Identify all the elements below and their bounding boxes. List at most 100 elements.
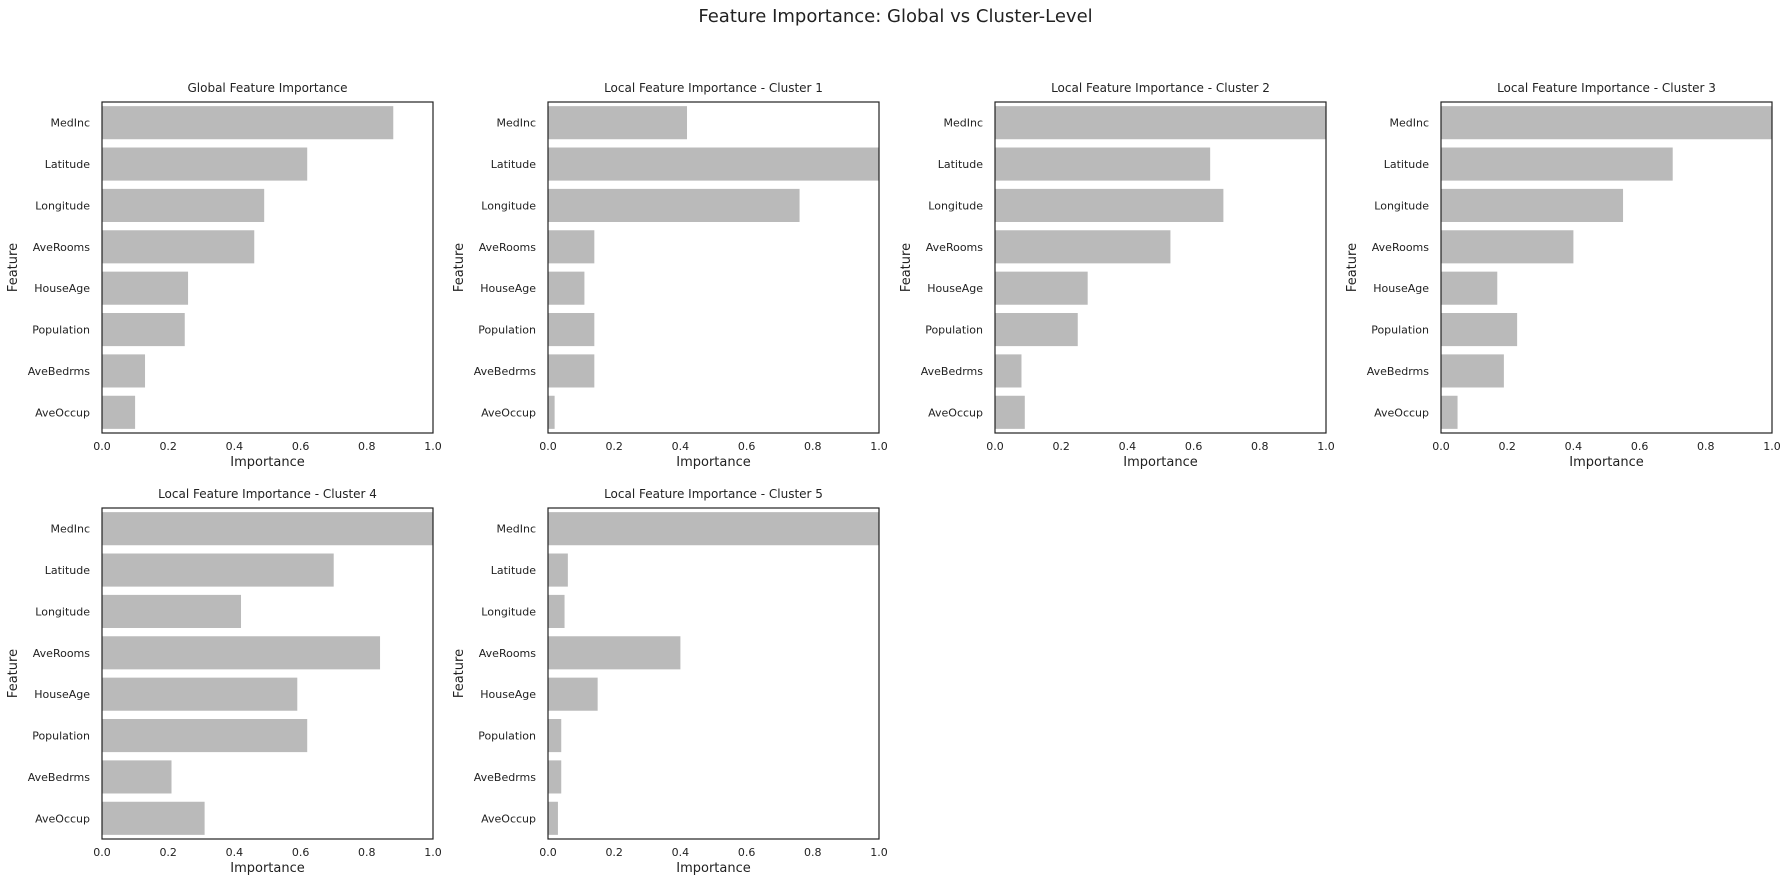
y-axis-label: Feature: [6, 243, 21, 292]
xtick-label: 0.6: [1185, 440, 1203, 453]
subplot-3: MedInc Latitude Longitude AveRooms HouseAge P…: [1345, 81, 1781, 470]
subplot-title: Local Feature Importance - Cluster 4: [158, 487, 377, 501]
subplot-1: MedInc Latitude Longitude AveRooms HouseAge P…: [452, 81, 888, 470]
ytick-label: AveBedrms: [28, 365, 90, 378]
ytick-label: Latitude: [938, 158, 984, 171]
xtick-label: 0.2: [1498, 440, 1516, 453]
y-axis-label: Feature: [452, 243, 467, 292]
ytick-label: HouseAge: [927, 282, 983, 295]
ytick-label: MedInc: [496, 523, 536, 536]
bar-Longitude: [995, 188, 1224, 222]
bar-HouseAge: [102, 677, 298, 711]
ytick-label: AveRooms: [926, 241, 983, 254]
bar-MedInc: [548, 512, 879, 546]
bar-AveRooms: [102, 636, 381, 670]
bar-AveRooms: [548, 230, 595, 264]
bar-AveBedrms: [548, 354, 595, 388]
ytick-label: Longitude: [928, 199, 983, 212]
ytick-label: MedInc: [50, 523, 90, 536]
bar-MedInc: [548, 106, 688, 140]
bar-Latitude: [548, 553, 568, 587]
xtick-label: 0.4: [1119, 440, 1137, 453]
ytick-label: AveBedrms: [1367, 365, 1429, 378]
ytick-label: AveOccup: [35, 406, 90, 419]
ytick-label: AveOccup: [481, 406, 536, 419]
ytick-label: Longitude: [35, 605, 90, 618]
subplot-title: Local Feature Importance - Cluster 3: [1497, 81, 1716, 95]
ytick-label: Population: [32, 324, 90, 337]
ytick-label: Latitude: [45, 158, 91, 171]
ytick-label: Population: [925, 324, 983, 337]
bar-AveRooms: [102, 230, 255, 264]
x-axis-label: Importance: [676, 455, 751, 470]
axes-frame: [101, 507, 434, 840]
xtick-label: 0.4: [226, 846, 244, 859]
xtick-label: 0.8: [1251, 440, 1269, 453]
y-axis-label: Feature: [6, 649, 21, 698]
subplot-4: MedInc Latitude Longitude AveRooms HouseAge P…: [6, 487, 442, 876]
ytick-label: AveOccup: [1374, 406, 1429, 419]
ytick-label: Latitude: [491, 564, 537, 577]
xtick-label: 0.4: [672, 440, 690, 453]
axes-frame: [994, 101, 1327, 434]
xtick-label: 0.2: [605, 846, 623, 859]
bar-Population: [102, 719, 308, 753]
bar-AveBedrms: [102, 760, 172, 794]
bar-AveBedrms: [548, 760, 562, 794]
ytick-label: Population: [478, 324, 536, 337]
xtick-label: 0.2: [159, 846, 177, 859]
bar-AveBedrms: [102, 354, 146, 388]
x-axis-label: Importance: [1123, 455, 1198, 470]
figure-title: Feature Importance: Global vs Cluster-Le…: [698, 6, 1093, 27]
ytick-label: Population: [32, 730, 90, 743]
subplot-5: MedInc Latitude Longitude AveRooms HouseAge P…: [452, 487, 888, 876]
bar-Population: [548, 313, 595, 347]
ytick-label: HouseAge: [480, 282, 536, 295]
bar-Longitude: [548, 188, 800, 222]
x-axis-label: Importance: [1569, 455, 1644, 470]
bar-AveRooms: [1441, 230, 1574, 264]
axes-frame: [1440, 101, 1773, 434]
bar-Population: [548, 719, 562, 753]
x-axis-label: Importance: [230, 455, 305, 470]
xtick-label: 0.6: [738, 440, 756, 453]
bar-AveOccup: [548, 395, 555, 429]
axes-frame: [547, 101, 880, 434]
bar-HouseAge: [548, 271, 585, 305]
xtick-label: 0.8: [1697, 440, 1715, 453]
ytick-label: AveOccup: [481, 812, 536, 825]
xtick-label: 0.4: [226, 440, 244, 453]
xtick-label: 1.0: [870, 440, 888, 453]
ytick-label: Population: [478, 730, 536, 743]
bar-AveBedrms: [995, 354, 1022, 388]
subplot-title: Local Feature Importance - Cluster 2: [1051, 81, 1270, 95]
xtick-label: 0.0: [93, 846, 111, 859]
y-axis-label: Feature: [899, 243, 914, 292]
xtick-label: 0.0: [986, 440, 1004, 453]
subplot-0: MedInc Latitude Longitude AveRooms HouseAge P…: [6, 81, 442, 470]
subplot-2: MedInc Latitude Longitude AveRooms HouseAge P…: [899, 81, 1335, 470]
bar-Population: [995, 313, 1078, 347]
bar-AveOccup: [995, 395, 1025, 429]
ytick-label: MedInc: [496, 117, 536, 130]
xtick-label: 0.2: [605, 440, 623, 453]
ytick-label: HouseAge: [34, 282, 90, 295]
x-axis-label: Importance: [230, 861, 305, 876]
xtick-label: 0.2: [159, 440, 177, 453]
ytick-label: HouseAge: [480, 688, 536, 701]
bar-Latitude: [102, 147, 308, 181]
ytick-label: AveBedrms: [28, 771, 90, 784]
bar-Latitude: [1441, 147, 1673, 181]
xtick-label: 1.0: [424, 440, 442, 453]
xtick-label: 0.8: [804, 440, 822, 453]
bar-AveOccup: [548, 801, 558, 835]
ytick-label: AveOccup: [928, 406, 983, 419]
xtick-label: 0.8: [358, 440, 376, 453]
ytick-label: AveOccup: [35, 812, 90, 825]
subplot-title: Local Feature Importance - Cluster 5: [604, 487, 823, 501]
axes-frame: [547, 507, 880, 840]
ytick-label: MedInc: [943, 117, 983, 130]
bar-MedInc: [102, 512, 433, 546]
xtick-label: 0.2: [1052, 440, 1070, 453]
ytick-label: AveRooms: [479, 241, 536, 254]
